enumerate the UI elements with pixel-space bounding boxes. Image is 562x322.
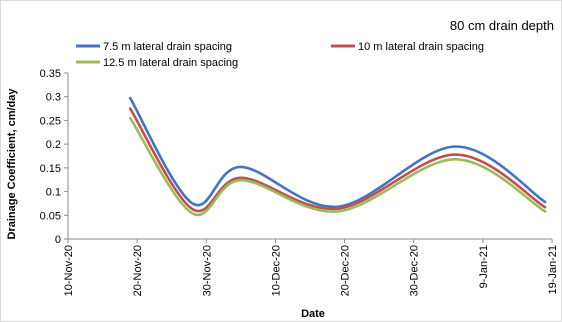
x-tick-label: 9-Jan-21 [478, 245, 490, 288]
x-tick-label: 20-Dec-20 [340, 245, 352, 296]
legend-label-2: 10 m lateral drain spacing [358, 41, 484, 53]
y-tick-label: 0.25 [40, 115, 61, 127]
y-tick-label: 0.15 [40, 163, 61, 175]
y-tick-label: 0.35 [40, 68, 61, 80]
y-tick-label: 0.3 [46, 92, 61, 104]
x-tick-label: 10-Nov-20 [63, 245, 75, 296]
legend-label-3: 12.5 m lateral drain spacing [103, 57, 238, 69]
legend: 7.5 m lateral drain spacing 10 m lateral … [76, 41, 484, 69]
legend-label-1: 7.5 m lateral drain spacing [103, 41, 232, 53]
chart-title: 80 cm drain depth [450, 18, 554, 33]
x-axis-title: Date [301, 308, 325, 320]
y-tick-label: 0 [55, 234, 61, 246]
series-line-2 [128, 107, 547, 213]
y-axis-ticks: 0 0.05 0.1 0.15 0.2 0.25 0.3 0.35 [40, 68, 68, 246]
x-tick-label: 30-Nov-20 [201, 245, 213, 296]
x-tick-label: 19-Jan-21 [547, 245, 559, 295]
series-line-1 [128, 96, 547, 209]
x-tick-label: 10-Dec-20 [270, 245, 282, 296]
y-tick-label: 0.05 [40, 210, 61, 222]
x-tick-label: 20-Nov-20 [132, 245, 144, 296]
y-axis-title: Drainage Coefficient, cm/day [6, 88, 18, 240]
x-axis-ticks: 10-Nov-20 20-Nov-20 30-Nov-20 10-Dec-20 20-D… [63, 239, 559, 296]
y-tick-label: 0.1 [46, 187, 61, 199]
x-tick-label: 30-Dec-20 [409, 245, 421, 296]
series-lines [128, 96, 547, 217]
y-tick-label: 0.2 [46, 139, 61, 151]
series-line-3 [128, 116, 547, 217]
